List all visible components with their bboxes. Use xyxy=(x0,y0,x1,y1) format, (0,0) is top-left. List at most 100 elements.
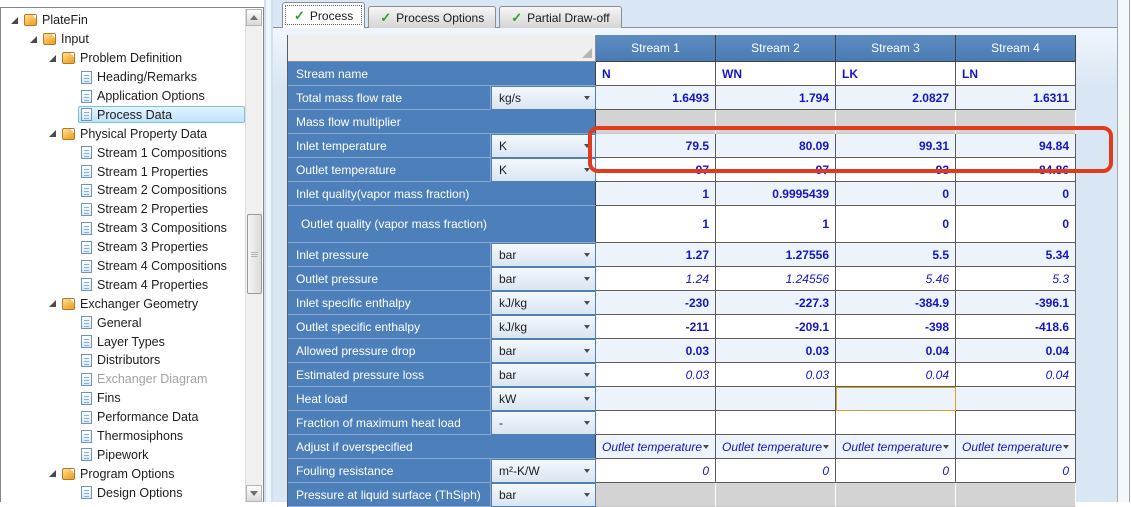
cell-inlet-temperature-stream-1[interactable]: 79.5 xyxy=(596,134,716,158)
tree-item-input[interactable]: Input xyxy=(2,30,245,49)
unit-select-fraction-of-maximum-heat-load[interactable]: - xyxy=(491,411,596,435)
unit-select-pressure-at-liquid-surface-thsiph[interactable]: bar xyxy=(491,483,596,507)
cell-heat-load-stream-3[interactable] xyxy=(836,387,956,411)
cell-inlet-pressure-stream-3[interactable]: 5.5 xyxy=(836,243,956,267)
tree-item-stream-1-properties[interactable]: Stream 1 Properties xyxy=(2,162,245,181)
cell-inlet-temperature-stream-3[interactable]: 99.31 xyxy=(836,134,956,158)
tree-item-stream-3-properties[interactable]: Stream 3 Properties xyxy=(2,238,245,257)
cell-heat-load-stream-1[interactable] xyxy=(596,387,716,411)
tree-expand-icon[interactable] xyxy=(45,130,59,138)
cell-allowed-pressure-drop-stream-4[interactable]: 0.04 xyxy=(956,339,1076,363)
cell-outlet-specific-enthalpy-stream-4[interactable]: -418.6 xyxy=(956,315,1076,339)
cell-outlet-temperature-stream-1[interactable]: 97 xyxy=(596,158,716,182)
cell-outlet-temperature-stream-4[interactable]: 84.86 xyxy=(956,158,1076,182)
tree-item-stream-4-properties[interactable]: Stream 4 Properties xyxy=(2,275,245,294)
tree-item-process-data[interactable]: Process Data xyxy=(2,105,245,124)
unit-select-outlet-pressure[interactable]: bar xyxy=(491,267,596,291)
cell-total-mass-flow-rate-stream-2[interactable]: 1.794 xyxy=(716,86,836,110)
tree-vertical-scrollbar[interactable] xyxy=(245,9,262,502)
scroll-up-icon[interactable] xyxy=(246,9,262,26)
cell-inlet-specific-enthalpy-stream-2[interactable]: -227.3 xyxy=(716,291,836,315)
tree-expand-icon[interactable] xyxy=(26,35,40,43)
tree-item-layer-types[interactable]: Layer Types xyxy=(2,332,245,351)
cell-inlet-temperature-stream-2[interactable]: 80.09 xyxy=(716,134,836,158)
cell-adjust-if-overspecified-stream-4[interactable]: Outlet temperature xyxy=(956,435,1076,459)
cell-stream-name-stream-2[interactable]: WN xyxy=(716,62,836,86)
unit-select-allowed-pressure-drop[interactable]: bar xyxy=(491,339,596,363)
cell-fouling-resistance-stream-1[interactable]: 0 xyxy=(596,459,716,483)
tab-partial-draw-off[interactable]: ✓ Partial Draw-off xyxy=(499,6,622,28)
cell-fraction-of-maximum-heat-load-stream-3[interactable] xyxy=(836,411,956,435)
tree-item-thermosiphons[interactable]: Thermosiphons xyxy=(2,427,245,446)
cell-outlet-pressure-stream-3[interactable]: 5.46 xyxy=(836,267,956,291)
cell-inlet-quality-vapor-mass-fraction-stream-4[interactable]: 0 xyxy=(956,182,1076,206)
tab-process-options[interactable]: ✓ Process Options xyxy=(368,6,497,28)
cell-inlet-specific-enthalpy-stream-4[interactable]: -396.1 xyxy=(956,291,1076,315)
cell-estimated-pressure-loss-stream-3[interactable]: 0.04 xyxy=(836,363,956,387)
cell-adjust-if-overspecified-stream-1[interactable]: Outlet temperature xyxy=(596,435,716,459)
tree-item-heading-remarks[interactable]: Heading/Remarks xyxy=(2,68,245,87)
tree-expand-icon[interactable] xyxy=(45,470,59,478)
cell-adjust-if-overspecified-stream-3[interactable]: Outlet temperature xyxy=(836,435,956,459)
unit-select-estimated-pressure-loss[interactable]: bar xyxy=(491,363,596,387)
tree-item-general[interactable]: General xyxy=(2,313,245,332)
cell-outlet-pressure-stream-1[interactable]: 1.24 xyxy=(596,267,716,291)
unit-select-total-mass-flow-rate[interactable]: kg/s xyxy=(491,86,596,110)
cell-inlet-quality-vapor-mass-fraction-stream-3[interactable]: 0 xyxy=(836,182,956,206)
cell-outlet-specific-enthalpy-stream-2[interactable]: -209.1 xyxy=(716,315,836,339)
tree-item-stream-3-compositions[interactable]: Stream 3 Compositions xyxy=(2,219,245,238)
cell-estimated-pressure-loss-stream-1[interactable]: 0.03 xyxy=(596,363,716,387)
unit-select-inlet-specific-enthalpy[interactable]: kJ/kg xyxy=(491,291,596,315)
tree-item-design-options[interactable]: Design Options xyxy=(2,483,245,502)
cell-estimated-pressure-loss-stream-4[interactable]: 0.04 xyxy=(956,363,1076,387)
unit-select-outlet-specific-enthalpy[interactable]: kJ/kg xyxy=(491,315,596,339)
cell-outlet-specific-enthalpy-stream-1[interactable]: -211 xyxy=(596,315,716,339)
tree-expand-icon[interactable] xyxy=(7,16,21,24)
tree-item-stream-2-properties[interactable]: Stream 2 Properties xyxy=(2,200,245,219)
cell-fraction-of-maximum-heat-load-stream-2[interactable] xyxy=(716,411,836,435)
tree-item-platefin[interactable]: PlateFin xyxy=(2,11,245,30)
unit-select-heat-load[interactable]: kW xyxy=(491,387,596,411)
scroll-down-icon[interactable] xyxy=(246,485,262,502)
cell-inlet-specific-enthalpy-stream-3[interactable]: -384.9 xyxy=(836,291,956,315)
cell-fouling-resistance-stream-4[interactable]: 0 xyxy=(956,459,1076,483)
tree-item-stream-4-compositions[interactable]: Stream 4 Compositions xyxy=(2,257,245,276)
cell-inlet-quality-vapor-mass-fraction-stream-2[interactable]: 0.9995439 xyxy=(716,182,836,206)
table-vertical-scrollbar[interactable] xyxy=(1117,0,1130,502)
cell-adjust-if-overspecified-stream-2[interactable]: Outlet temperature xyxy=(716,435,836,459)
cell-inlet-pressure-stream-4[interactable]: 5.34 xyxy=(956,243,1076,267)
tree-item-physical-property-data[interactable]: Physical Property Data xyxy=(2,124,245,143)
cell-heat-load-stream-2[interactable] xyxy=(716,387,836,411)
cell-outlet-temperature-stream-3[interactable]: 93 xyxy=(836,158,956,182)
cell-outlet-quality-vapor-mass-fraction-stream-2[interactable]: 1 xyxy=(716,206,836,243)
cell-outlet-pressure-stream-4[interactable]: 5.3 xyxy=(956,267,1076,291)
cell-inlet-pressure-stream-1[interactable]: 1.27 xyxy=(596,243,716,267)
panel-splitter[interactable] xyxy=(264,0,273,502)
cell-total-mass-flow-rate-stream-3[interactable]: 2.0827 xyxy=(836,86,956,110)
cell-allowed-pressure-drop-stream-2[interactable]: 0.03 xyxy=(716,339,836,363)
tree-item-stream-2-compositions[interactable]: Stream 2 Compositions xyxy=(2,181,245,200)
tab-process[interactable]: ✓ Process xyxy=(282,2,366,28)
cell-allowed-pressure-drop-stream-3[interactable]: 0.04 xyxy=(836,339,956,363)
unit-select-inlet-temperature[interactable]: K xyxy=(491,134,596,158)
cell-estimated-pressure-loss-stream-2[interactable]: 0.03 xyxy=(716,363,836,387)
cell-stream-name-stream-4[interactable]: LN xyxy=(956,62,1076,86)
cell-heat-load-stream-4[interactable] xyxy=(956,387,1076,411)
cell-inlet-temperature-stream-4[interactable]: 94.84 xyxy=(956,134,1076,158)
tree-item-program-options[interactable]: Program Options xyxy=(2,464,245,483)
tree-item-exchanger-diagram[interactable]: Exchanger Diagram xyxy=(2,370,245,389)
tree-item-distributors[interactable]: Distributors xyxy=(2,351,245,370)
cell-fouling-resistance-stream-2[interactable]: 0 xyxy=(716,459,836,483)
tree-item-exchanger-geometry[interactable]: Exchanger Geometry xyxy=(2,294,245,313)
tree-expand-icon[interactable] xyxy=(45,300,59,308)
unit-select-inlet-pressure[interactable]: bar xyxy=(491,243,596,267)
cell-fraction-of-maximum-heat-load-stream-4[interactable] xyxy=(956,411,1076,435)
cell-total-mass-flow-rate-stream-4[interactable]: 1.6311 xyxy=(956,86,1076,110)
cell-outlet-temperature-stream-2[interactable]: 97 xyxy=(716,158,836,182)
tree-expand-icon[interactable] xyxy=(45,54,59,62)
unit-select-outlet-temperature[interactable]: K xyxy=(491,158,596,182)
scrollbar-thumb[interactable] xyxy=(247,214,262,294)
cell-outlet-quality-vapor-mass-fraction-stream-4[interactable]: 0 xyxy=(956,206,1076,243)
tree-item-performance-data[interactable]: Performance Data xyxy=(2,408,245,427)
cell-total-mass-flow-rate-stream-1[interactable]: 1.6493 xyxy=(596,86,716,110)
